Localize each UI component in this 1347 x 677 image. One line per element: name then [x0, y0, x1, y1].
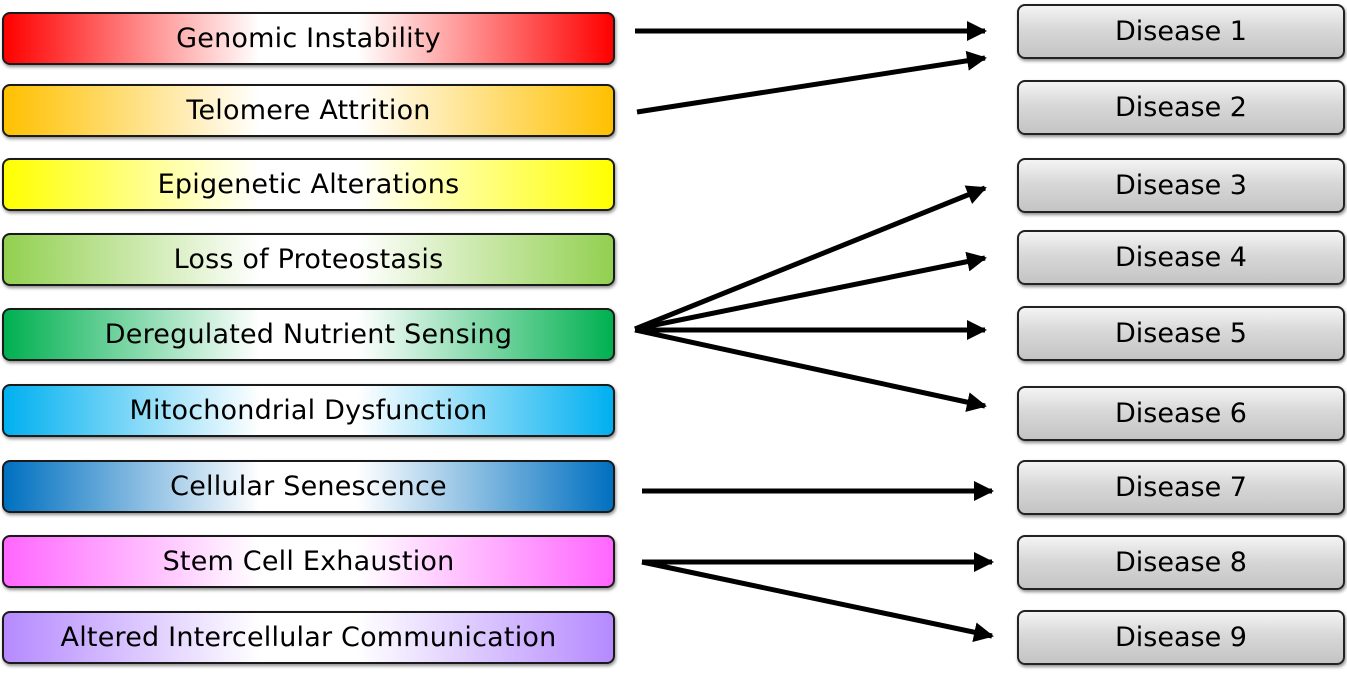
- hallmark-cellular-senescence: Cellular Senescence: [2, 460, 615, 513]
- hallmark-label: Altered Intercellular Communication: [60, 622, 557, 653]
- disease-9-box: Disease 9: [1017, 610, 1345, 665]
- hallmark-label: Cellular Senescence: [170, 471, 447, 502]
- disease-label: Disease 6: [1115, 398, 1247, 429]
- disease-8-box: Disease 8: [1017, 535, 1345, 590]
- hallmark-label: Genomic Instability: [176, 23, 441, 54]
- hallmark-genomic-instability: Genomic Instability: [2, 12, 615, 65]
- disease-label: Disease 1: [1115, 16, 1247, 47]
- disease-7-box: Disease 7: [1017, 460, 1345, 515]
- arrow-nutrient-sensing-to-disease-3: [634, 185, 987, 332]
- hallmark-label: Mitochondrial Dysfunction: [129, 395, 488, 426]
- disease-label: Disease 2: [1115, 92, 1247, 123]
- disease-6-box: Disease 6: [1017, 386, 1345, 441]
- hallmark-stem-cell-exhaustion: Stem Cell Exhaustion: [2, 535, 615, 588]
- hallmark-label: Telomere Attrition: [186, 95, 431, 126]
- hallmark-label: Epigenetic Alterations: [157, 169, 460, 200]
- disease-label: Disease 3: [1115, 170, 1247, 201]
- disease-1-box: Disease 1: [1017, 4, 1345, 59]
- arrow-nutrient-sensing-to-disease-6: [634, 327, 987, 412]
- disease-4-box: Disease 4: [1017, 230, 1345, 285]
- disease-label: Disease 5: [1115, 318, 1247, 349]
- disease-label: Disease 9: [1115, 622, 1247, 653]
- arrow-stem-cell-exhaustion-to-disease-9: [641, 559, 994, 643]
- hallmark-label: Loss of Proteostasis: [173, 244, 444, 275]
- disease-3-box: Disease 3: [1017, 158, 1345, 213]
- hallmark-telomere-attrition: Telomere Attrition: [2, 84, 615, 137]
- disease-2-box: Disease 2: [1017, 80, 1345, 135]
- hallmark-mitochondrial-dysfunction: Mitochondrial Dysfunction: [2, 384, 615, 437]
- hallmark-epigenetic-alterations: Epigenetic Alterations: [2, 158, 615, 211]
- arrow-telomere-attrition-to-disease-1: [636, 50, 987, 115]
- disease-label: Disease 8: [1115, 547, 1247, 578]
- disease-label: Disease 7: [1115, 472, 1247, 503]
- hallmark-deregulated-nutrient-sensing: Deregulated Nutrient Sensing: [2, 308, 615, 361]
- disease-label: Disease 4: [1115, 242, 1247, 273]
- hallmark-label: Stem Cell Exhaustion: [162, 546, 455, 577]
- arrow-nutrient-sensing-to-disease-4: [634, 251, 987, 332]
- hallmark-label: Deregulated Nutrient Sensing: [104, 319, 513, 350]
- hallmark-loss-of-proteostasis: Loss of Proteostasis: [2, 233, 615, 286]
- disease-5-box: Disease 5: [1017, 306, 1345, 361]
- hallmark-altered-intercellular-communication: Altered Intercellular Communication: [2, 611, 615, 664]
